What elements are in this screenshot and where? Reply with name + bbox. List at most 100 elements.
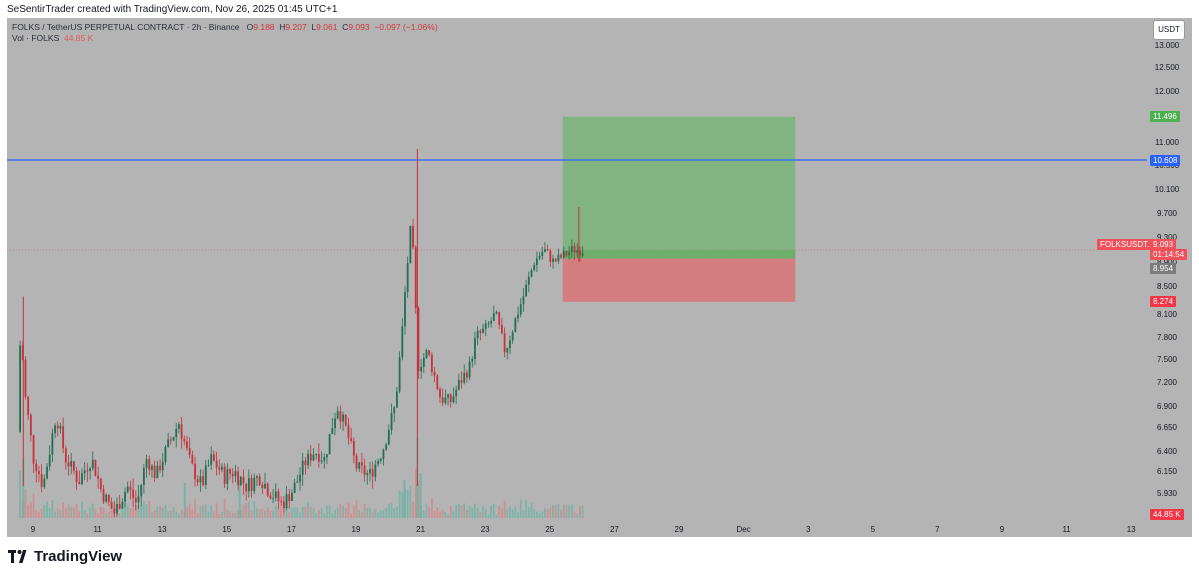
candle-body (546, 249, 549, 251)
price-axis-label: 7.200 (1157, 378, 1178, 387)
candle-body (468, 361, 471, 378)
volume-bar (194, 499, 196, 518)
volume-bar (514, 506, 517, 518)
stop-price-tag: 8.274 (1150, 296, 1177, 308)
candle-body (180, 424, 183, 439)
candle-body (282, 501, 285, 509)
volume-bar (129, 507, 132, 518)
candle-body (105, 494, 108, 502)
low-label: L (311, 22, 317, 32)
volume-bar (317, 509, 320, 518)
candle-body (339, 411, 342, 422)
candle-body (312, 454, 315, 461)
candle-body (557, 254, 560, 262)
candle-body (38, 471, 40, 475)
tradingview-logo[interactable]: TradingView (8, 548, 122, 565)
candle-body (479, 330, 482, 333)
candle-body (291, 492, 293, 502)
candle-body (78, 481, 81, 485)
volume-bar (226, 509, 229, 518)
candle-body (498, 311, 501, 325)
candle-body (91, 459, 94, 469)
volume-bar (562, 504, 565, 518)
time-axis[interactable]: 9 11 13 15 17 19 21 23 25 27 29 Dec 3 5 7 9 11 13 (31, 525, 1136, 534)
volume-bar (452, 511, 455, 518)
volume-bar (390, 503, 393, 518)
candle-body (199, 476, 202, 483)
candle-body (404, 292, 406, 327)
volume-bar (124, 502, 126, 518)
volume-bar (565, 504, 568, 518)
candle-body (108, 494, 110, 502)
candle-body (490, 320, 493, 324)
time-axis-label: 3 (806, 525, 811, 534)
volume-bar (46, 501, 48, 518)
candle-body (299, 474, 301, 482)
volume-bar (121, 506, 124, 518)
candle-body (218, 467, 221, 470)
candle-body (554, 258, 557, 262)
volume-spike (22, 458, 25, 518)
time-axis-label: 29 (675, 525, 684, 534)
volume-bar (530, 502, 533, 518)
candle-body (355, 455, 358, 469)
candle-body (398, 357, 401, 392)
volume-bar (328, 505, 331, 518)
volume-bar (172, 507, 175, 518)
candle-body (183, 438, 186, 442)
volume-bar (24, 489, 27, 518)
volume-bar (500, 508, 503, 518)
volume-bar (67, 504, 70, 518)
candle-body (272, 497, 274, 499)
volume-bar (309, 506, 312, 518)
volume-bar (361, 512, 363, 518)
candle-body (463, 372, 466, 383)
volume-bar (27, 504, 30, 518)
volume-label[interactable]: Vol · FOLKS (12, 33, 60, 43)
chart-area[interactable]: 13.00012.50012.00011.00010.50010.1009.70… (7, 18, 1192, 537)
candle-body (503, 333, 506, 353)
price-axis-label: 12.500 (1155, 63, 1180, 72)
candle-body (377, 461, 379, 465)
candle-body (476, 330, 479, 339)
volume-bar (229, 510, 231, 518)
volume-bar (385, 507, 388, 518)
volume-bar (132, 508, 135, 518)
volume-bar (439, 511, 441, 518)
candle-body (212, 454, 215, 461)
volume-bar (108, 511, 110, 518)
volume-bar (409, 485, 412, 518)
volume-bar (29, 501, 32, 518)
candle-body (309, 453, 312, 461)
volume-bar (161, 507, 164, 518)
volume-bar (525, 500, 528, 518)
position-tool[interactable] (562, 116, 796, 302)
candle-body (519, 304, 522, 315)
volume-bar (280, 507, 283, 518)
volume-bar (242, 504, 245, 518)
volume-bar (560, 509, 563, 518)
candle-body (153, 465, 156, 479)
candle-body (274, 491, 277, 498)
volume-bar (288, 512, 291, 518)
volume-bar (519, 500, 522, 518)
candle-body (301, 460, 304, 475)
volume-bar (347, 502, 350, 518)
symbol-title[interactable]: FOLKS / TetherUS PERPETUAL CONTRACT · 2h… (12, 22, 240, 32)
currency-button[interactable]: USDT (1153, 20, 1185, 40)
price-axis[interactable]: 13.00012.50012.00011.00010.50010.1009.70… (1155, 41, 1180, 498)
volume-bar (145, 504, 148, 518)
time-axis-label: Dec (736, 525, 750, 534)
volume-bar (549, 507, 552, 518)
candlestick-chart[interactable]: 13.00012.50012.00011.00010.50010.1009.70… (7, 18, 1192, 537)
candle-body (32, 435, 35, 464)
price-axis-label: 6.900 (1157, 402, 1178, 411)
volume-bar (137, 504, 140, 518)
volume-bar (535, 511, 538, 518)
candle-body (134, 498, 137, 503)
volume-bar (331, 513, 334, 518)
time-axis-label: 7 (935, 525, 940, 534)
volume-bar (336, 507, 339, 518)
profit-zone (562, 116, 796, 259)
volume-bar (126, 504, 129, 518)
